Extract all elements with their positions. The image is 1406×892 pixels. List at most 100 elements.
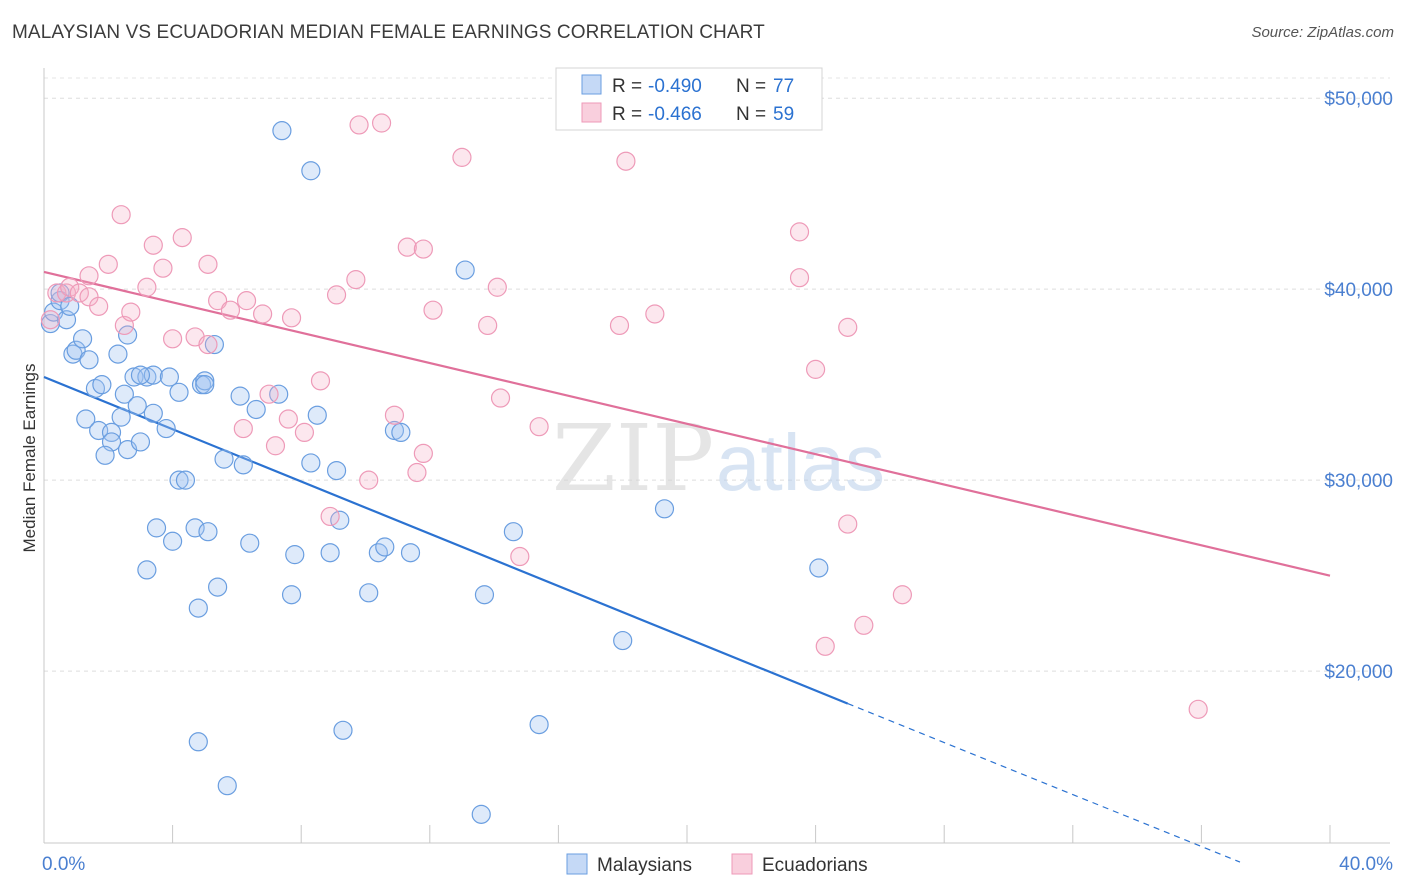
ecuadorian-point-58 [838, 514, 858, 534]
malaysian-point-46 [146, 518, 167, 538]
malaysian-point-60 [281, 585, 302, 605]
ecuadorian-point-51 [510, 546, 530, 567]
malaysian-point-64 [613, 630, 633, 651]
series-legend: Malaysians Ecuadorians [566, 853, 868, 876]
bottom-swatch-malaysians [566, 853, 588, 875]
correlation-legend: R = -0.490 N = 77 R = -0.466 N = 59 [555, 67, 823, 131]
x-tick-label-min: 0.0% [42, 854, 85, 875]
malaysian-point-11 [92, 375, 112, 395]
ecuadorian-point-44 [616, 151, 636, 171]
ecuadorian-point-33 [349, 115, 369, 135]
ecuadorian-point-36 [413, 239, 433, 259]
gridlines [44, 77, 1390, 672]
malaysians-trend-line [43, 376, 849, 705]
legend-r-label-1: R = [612, 76, 642, 97]
malaysian-point-63 [188, 598, 208, 618]
malaysian-point-45 [307, 405, 327, 425]
ecuadorian-point-40 [487, 277, 507, 297]
legend-swatch-malaysians [581, 74, 602, 95]
legend-n-label-1: N = [736, 76, 766, 97]
ecuadorian-point-6 [79, 266, 99, 286]
x-tick-labels: 0.0% 40.0% [42, 854, 1393, 875]
ecuadorian-point-25 [259, 384, 279, 404]
ecuadorian-point-57 [854, 615, 874, 635]
malaysian-point-19 [169, 382, 189, 402]
watermark-atlas: atlas [716, 418, 885, 507]
malaysian-point-29 [127, 396, 147, 416]
ecuadorian-point-32 [346, 270, 366, 290]
legend-swatch-ecuadorians [581, 102, 602, 123]
chart-title: MALAYSIAN VS ECUADORIAN MEDIAN FEMALE EA… [12, 22, 765, 43]
malaysian-point-35 [95, 445, 115, 465]
malaysian-point-72 [333, 720, 353, 740]
ecuadorian-point-27 [265, 436, 286, 456]
malaysian-point-31 [156, 418, 176, 439]
malaysian-point-30 [143, 403, 163, 423]
ecuadorian-point-50 [320, 506, 340, 527]
ecuadorian-point-56 [815, 636, 835, 656]
ecuadorian-point-29 [294, 422, 315, 443]
malaysian-point-70 [188, 732, 208, 752]
ecuadorian-point-42 [529, 417, 549, 437]
bottom-label-ecuadorians: Ecuadorians [762, 855, 868, 876]
malaysian-point-36 [214, 449, 234, 469]
malaysian-point-38 [169, 470, 189, 490]
ecuadorian-point-19 [198, 334, 218, 355]
ecuadorian-point-52 [789, 222, 810, 242]
ecuadorian-point-46 [384, 405, 405, 425]
ecuadorian-point-8 [98, 254, 118, 274]
ecuadorian-point-16 [172, 228, 192, 248]
malaysian-point-69 [301, 161, 321, 181]
ecuadorian-point-47 [407, 462, 427, 483]
bottom-swatch-ecuadorians [731, 853, 753, 875]
ecuadorian-point-18 [198, 254, 218, 274]
malaysian-point-34 [130, 432, 151, 452]
axes [43, 68, 1390, 844]
malaysian-point-18 [159, 367, 179, 387]
malaysian-point-43 [391, 422, 411, 443]
ecuadorian-point-21 [220, 300, 241, 320]
malaysian-point-68 [272, 121, 292, 141]
malaysian-point-8 [72, 329, 93, 349]
malaysians-trend-extension [847, 703, 1241, 863]
malaysian-point-76 [130, 365, 151, 385]
bottom-label-malaysians: Malaysians [597, 855, 692, 876]
y-tick-label-3: $50,000 [1324, 89, 1393, 110]
watermark-zip: ZIP [552, 405, 714, 512]
malaysian-point-62 [474, 585, 495, 605]
ecuadorian-point-9 [111, 205, 131, 225]
malaysian-point-74 [471, 804, 491, 824]
malaysian-point-37 [233, 455, 253, 475]
y-tick-label-0: $20,000 [1324, 662, 1393, 683]
malaysian-point-7 [66, 340, 86, 360]
ecuadorian-point-28 [278, 409, 298, 429]
legend-n-value-2: 59 [773, 104, 794, 125]
malaysian-point-48 [185, 518, 205, 538]
legend-r-value-1: -0.490 [648, 76, 702, 97]
malaysian-point-22 [204, 334, 224, 355]
watermark: ZIP atlas [552, 405, 885, 512]
ecuadorian-point-41 [490, 388, 511, 408]
source-label: Source: ZipAtlas.com [1251, 24, 1394, 41]
ecuadorian-point-59 [892, 585, 913, 605]
malaysian-point-56 [330, 510, 350, 530]
malaysian-point-9 [79, 350, 99, 370]
ecuadorian-point-34 [371, 113, 392, 133]
ecuadorian-point-35 [397, 237, 417, 257]
ecuadorian-point-15 [163, 329, 183, 349]
legend-n-value-1: 77 [773, 76, 794, 97]
y-tick-label-1: $30,000 [1324, 471, 1393, 492]
ecuadorian-point-60 [1188, 699, 1208, 719]
malaysian-point-44 [246, 399, 266, 420]
ecuadorian-point-49 [359, 470, 379, 490]
trend-lines [43, 270, 1331, 863]
ecuadorian-point-45 [645, 304, 665, 324]
malaysian-point-55 [400, 543, 421, 563]
ecuadorian-point-39 [478, 315, 498, 336]
malaysian-point-71 [217, 776, 237, 796]
ecuadorian-point-13 [143, 235, 163, 255]
ecuadorian-point-23 [253, 304, 273, 324]
ecuadorian-point-30 [310, 371, 331, 391]
ecuadorian-point-48 [413, 443, 433, 464]
